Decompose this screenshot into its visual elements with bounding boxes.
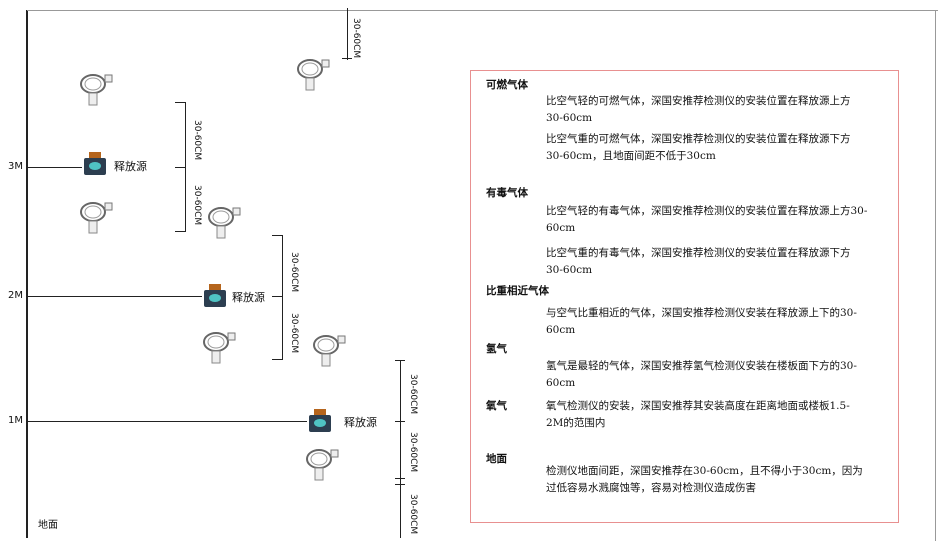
floor-label-2m: 2M — [8, 290, 23, 301]
floor-label-1m: 1M — [8, 415, 23, 426]
dimension-line — [347, 8, 348, 60]
note-hydrogen: 氢气是最轻的气体，深国安推荐氢气检测仪安装在楼板面下方的30-60cm — [546, 360, 857, 389]
gas-detector-icon — [208, 207, 241, 239]
note-toxic-heavy: 比空气重的有毒气体，深国安推荐检测仪的安装位置在释放源下方30-60cm — [546, 247, 851, 276]
wall-line — [26, 10, 28, 538]
note-toxic-light: 比空气轻的有毒气体，深国安推荐检测仪的安装位置在释放源上方30-60cm — [546, 205, 868, 234]
note-title-ground: 地面 — [486, 453, 507, 465]
dimension-label: 30-60CM — [192, 120, 202, 161]
dimension-label: 30-60CM — [408, 374, 418, 415]
note-title-oxygen: 氧气 — [486, 400, 507, 412]
gas-detector-icon — [313, 335, 346, 367]
dimension-label: 30-60CM — [408, 432, 418, 473]
note-title-similar: 比重相近气体 — [486, 285, 549, 297]
dimension-label: 30-60CM — [289, 313, 299, 354]
gas-source-icon — [204, 284, 226, 307]
note-title-combustible: 可燃气体 — [486, 79, 528, 91]
gas-source-icon — [309, 409, 331, 432]
gas-detector-icon — [306, 449, 339, 481]
note-ground: 检测仪地面间距，深国安推荐在30-60cm，且不得小于30cm，因为过低容易水溅… — [546, 465, 863, 494]
gas-source-icon — [84, 152, 106, 175]
note-title-hydrogen: 氢气 — [486, 343, 507, 355]
dimension-line — [185, 102, 186, 232]
dimension-line — [282, 235, 283, 360]
floor-line-2m — [27, 296, 202, 297]
floor-label-3m: 3M — [8, 161, 23, 172]
gas-detector-icon — [80, 202, 113, 234]
source-label: 释放源 — [232, 291, 265, 304]
source-label: 释放源 — [344, 416, 377, 429]
source-label: 释放源 — [114, 160, 147, 173]
dimension-label: 30-60CM — [192, 185, 202, 226]
gas-detector-icon — [80, 74, 113, 106]
floor-line-1m — [27, 421, 307, 422]
note-combustible-heavy: 比空气重的可燃气体，深国安推荐检测仪的安装位置在释放源下方30-60cm，且地面… — [546, 133, 851, 162]
installation-notes-panel: 可燃气体 比空气轻的可燃气体，深国安推荐检测仪的安装位置在释放源上方30-60c… — [470, 70, 899, 523]
dimension-label: 30-60CM — [351, 18, 361, 59]
note-title-toxic: 有毒气体 — [486, 187, 528, 199]
note-similar: 与空气比重相近的气体，深国安推荐检测仪安装在释放源上下的30-60cm — [546, 307, 857, 336]
dimension-line — [400, 360, 401, 538]
dimension-label: 30-60CM — [408, 494, 418, 535]
ceiling-line — [27, 10, 938, 11]
note-oxygen: 氧气检测仪的安装，深国安推荐其安装高度在距离地面或楼板1.5-2M的范围内 — [546, 400, 850, 429]
floor-line-3m — [27, 167, 82, 168]
gas-detector-icon — [203, 332, 236, 364]
ground-label: 地面 — [38, 520, 58, 531]
right-wall-line — [935, 10, 936, 541]
gas-detector-icon — [297, 59, 330, 91]
note-combustible-light: 比空气轻的可燃气体，深国安推荐检测仪的安装位置在释放源上方30-60cm — [546, 95, 851, 124]
dimension-label: 30-60CM — [289, 252, 299, 293]
